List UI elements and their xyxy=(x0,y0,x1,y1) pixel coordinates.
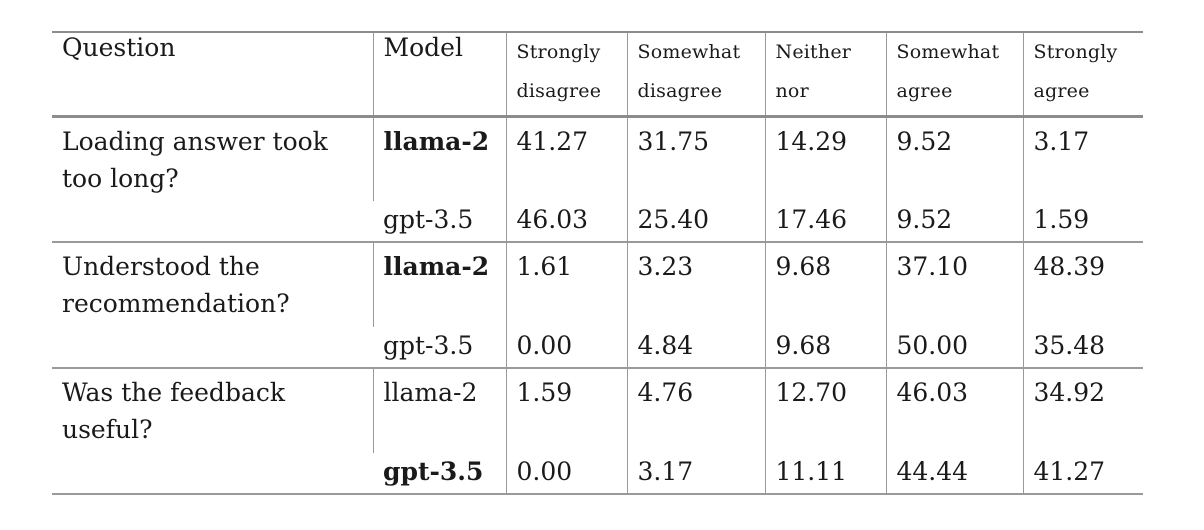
percentage-cell: 12.70 xyxy=(764,368,886,453)
percentage-cell: 34.92 xyxy=(1022,368,1143,453)
question-cell: Understood the recommendation? xyxy=(62,252,290,318)
model-cell: llama-2 xyxy=(372,368,506,453)
header-line: Strongly xyxy=(516,41,601,63)
table-row: Loading answer took too long? llama-2 41.2… xyxy=(52,116,1143,201)
percentage-cell: 48.39 xyxy=(1022,242,1143,327)
somewhat-disagree-header: Somewhat disagree xyxy=(626,32,765,116)
percentage-cell: 35.48 xyxy=(1022,327,1143,368)
model-cell: llama-2 xyxy=(372,116,506,201)
table-row: Was the feedback useful? llama-2 1.59 4.76 1… xyxy=(52,368,1143,453)
strongly-agree-header: Strongly agree xyxy=(1022,32,1143,116)
table-row: gpt-3.5 0.00 4.84 9.68 50.00 35.48 xyxy=(52,327,1143,368)
percentage-cell: 25.40 xyxy=(626,201,765,242)
somewhat-agree-header: Somewhat agree xyxy=(885,32,1023,116)
table-row: Understood the recommendation? llama-2 1.6… xyxy=(52,242,1143,327)
percentage-cell: 17.46 xyxy=(764,201,886,242)
percentage-cell: 9.68 xyxy=(764,327,886,368)
header-line: disagree xyxy=(516,80,602,102)
percentage-cell: 44.44 xyxy=(885,453,1023,494)
header-line: disagree xyxy=(637,80,723,102)
header-row: Question Model Strongly disagree Somewhat… xyxy=(52,32,1143,116)
percentage-cell: 9.68 xyxy=(764,242,886,327)
header-line: agree xyxy=(1033,80,1090,102)
percentage-cell: 1.61 xyxy=(505,242,627,327)
percentage-cell: 3.17 xyxy=(626,453,765,494)
percentage-cell: 41.27 xyxy=(1022,453,1143,494)
model-cell: llama-2 xyxy=(372,242,506,327)
percentage-cell: 11.11 xyxy=(764,453,886,494)
model-cell: gpt-3.5 xyxy=(383,205,474,234)
header-line: Somewhat xyxy=(896,41,1000,63)
header-line: nor xyxy=(775,80,809,102)
question-cell: Was the feedback useful? xyxy=(62,378,285,444)
percentage-cell: 46.03 xyxy=(885,368,1023,453)
percentage-cell: 3.17 xyxy=(1022,116,1143,201)
percentage-cell: 37.10 xyxy=(885,242,1023,327)
table-row: gpt-3.5 46.03 25.40 17.46 9.52 1.59 xyxy=(52,201,1143,242)
percentage-cell: 9.52 xyxy=(885,201,1023,242)
strongly-disagree-header: Strongly disagree xyxy=(505,32,627,116)
percentage-cell: 9.52 xyxy=(885,116,1023,201)
percentage-cell: 1.59 xyxy=(1022,201,1143,242)
header-line: Somewhat xyxy=(637,41,741,63)
percentage-cell: 0.00 xyxy=(505,327,627,368)
header-line: agree xyxy=(896,80,953,102)
table-body: Loading answer took too long? llama-2 41.2… xyxy=(52,116,1143,494)
question-column-header: Question xyxy=(62,33,176,62)
percentage-cell: 50.00 xyxy=(885,327,1023,368)
model-column-header: Model xyxy=(372,32,506,116)
neither-nor-header: Neither nor xyxy=(764,32,886,116)
model-cell: gpt-3.5 xyxy=(383,457,484,486)
header-line: Strongly xyxy=(1033,41,1118,63)
percentage-cell: 3.23 xyxy=(626,242,765,327)
percentage-cell: 4.84 xyxy=(626,327,765,368)
model-cell: gpt-3.5 xyxy=(383,331,474,360)
percentage-cell: 4.76 xyxy=(626,368,765,453)
results-table: Question Model Strongly disagree Somewhat… xyxy=(52,31,1143,495)
percentage-cell: 41.27 xyxy=(505,116,627,201)
percentage-cell: 1.59 xyxy=(505,368,627,453)
percentage-cell: 0.00 xyxy=(505,453,627,494)
table-row: gpt-3.5 0.00 3.17 11.11 44.44 41.27 xyxy=(52,453,1143,494)
percentage-cell: 46.03 xyxy=(505,201,627,242)
percentage-cell: 31.75 xyxy=(626,116,765,201)
header-line: Neither xyxy=(775,41,852,63)
percentage-cell: 14.29 xyxy=(764,116,886,201)
question-cell: Loading answer took too long? xyxy=(62,126,328,193)
